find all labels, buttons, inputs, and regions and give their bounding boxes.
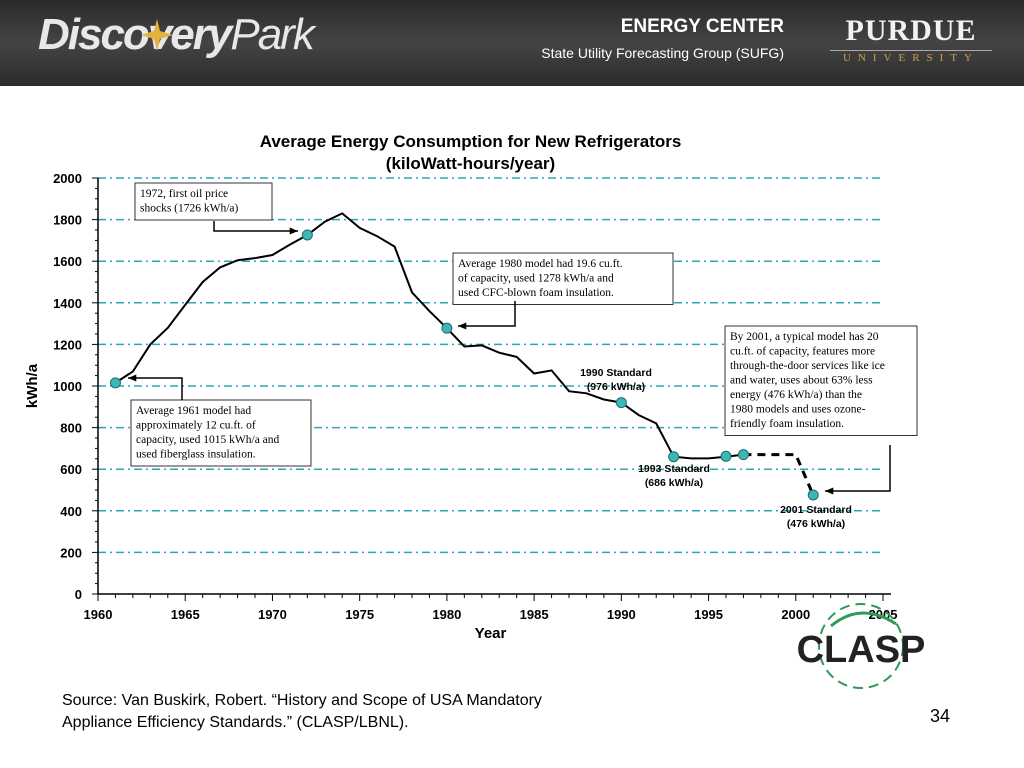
y-tick-label: 800: [60, 421, 82, 436]
annotation-1972: [134, 182, 273, 221]
annotation-1980-text: Average 1980 model had 19.6 cu.ft.: [458, 258, 623, 270]
y-axis-label: kWh/a: [24, 363, 41, 408]
chart-subtitle: (kiloWatt-hours/year): [386, 154, 555, 173]
standard-label: (976 kWh/a): [587, 381, 645, 393]
clasp-swoosh-icon: [830, 611, 897, 628]
x-tick-label: 1975: [345, 607, 374, 622]
purdue-divider: [830, 50, 992, 51]
projection-dashed-line: [743, 453, 815, 496]
standard-label: (476 kWh/a): [787, 518, 845, 530]
source-citation: Source: Van Buskirk, Robert. “History an…: [62, 690, 702, 734]
arrow-1961: [128, 377, 183, 400]
annotation-2001: [724, 325, 918, 436]
data-point-marker: [720, 450, 732, 462]
x-tick-label: 1985: [520, 607, 549, 622]
data-point-marker: [737, 449, 749, 461]
annotation-1961: [130, 399, 312, 467]
x-axis-label: Year: [475, 625, 507, 642]
annotation-2001-text: friendly foam insulation.: [730, 418, 844, 430]
data-point-marker: [109, 377, 121, 389]
consumption-series-line: [114, 212, 744, 460]
annotation-2001-text: cu.ft. of capacity, features more: [730, 346, 875, 358]
y-tick-label: 400: [60, 504, 82, 519]
header-bar: DiscoveryPark ENERGY CENTER State Utilit…: [0, 0, 1024, 86]
annotation-1980-text: of capacity, used 1278 kWh/a and: [458, 273, 614, 285]
y-tick-label: 0: [75, 587, 82, 602]
annotation-1961-text: capacity, used 1015 kWh/a and: [136, 434, 280, 446]
annotation-2001-text: By 2001, a typical model has 20: [730, 331, 879, 343]
standard-label: 1990 Standard: [580, 367, 652, 379]
purdue-university-text: UNIVERSITY: [843, 52, 979, 64]
annotation-1961-text: approximately 12 cu.ft. of: [136, 420, 256, 432]
data-point-marker: [615, 397, 627, 409]
x-tick-label: 2005: [869, 607, 898, 622]
discovery-park-logo: DiscoveryPark: [38, 10, 315, 60]
annotation-1972-text: 1972, first oil price: [140, 188, 228, 200]
data-point-marker: [441, 322, 453, 334]
clasp-logo: CLASP: [797, 603, 926, 689]
y-tick-label: 1600: [53, 254, 82, 269]
source-line-1: Source: Van Buskirk, Robert. “History an…: [62, 692, 542, 709]
x-tick-label: 1960: [84, 607, 113, 622]
annotation-2001-text: energy (476 kWh/a) than the: [730, 389, 862, 401]
y-tick-label: 600: [60, 462, 82, 477]
x-tick-label: 2000: [781, 607, 810, 622]
y-tick-label: 1400: [53, 296, 82, 311]
x-tick-label: 1990: [607, 607, 636, 622]
annotation-2001-text: 1980 models and uses ozone-: [730, 404, 866, 416]
annotation-1972-text: shocks (1726 kWh/a): [140, 203, 239, 215]
standard-label: 2001 Standard: [780, 504, 852, 516]
standard-label: 1993 Standard: [638, 463, 710, 475]
arrow-1972-head: [289, 227, 298, 235]
x-tick-label: 1980: [432, 607, 461, 622]
x-tick-label: 1970: [258, 607, 287, 622]
data-point-marker: [807, 489, 819, 501]
logo-text-main: Discovery: [38, 10, 232, 59]
data-point-marker: [668, 451, 680, 463]
page-number: 34: [930, 706, 951, 726]
purdue-logo: PURDUE UNIVERSITY: [830, 14, 992, 64]
arrow-2001-head: [825, 487, 834, 495]
annotation-2001-text: through-the-door services like ice: [730, 360, 885, 372]
standard-label: (686 kWh/a): [645, 477, 703, 489]
y-tick-label: 1000: [53, 379, 82, 394]
clasp-logo-text: CLASP: [797, 629, 926, 671]
x-tick-label: 1965: [171, 607, 200, 622]
annotation-1980: [452, 252, 674, 305]
arrow-1980-head: [458, 322, 467, 330]
data-point-marker: [301, 229, 313, 241]
arrow-1980: [458, 301, 516, 327]
energy-center-title: ENERGY CENTER: [620, 16, 784, 37]
y-tick-label: 2000: [53, 171, 82, 186]
logo-text-park: Park: [230, 10, 314, 59]
refrigerator-energy-chart: Average Energy Consumption for New Refri…: [24, 132, 918, 642]
annotation-2001-text: and water, uses about 63% less: [730, 375, 873, 387]
arrow-1961-head: [128, 374, 137, 382]
annotation-1961-text: used fiberglass insulation.: [136, 449, 256, 461]
x-tick-label: 1995: [694, 607, 723, 622]
y-tick-label: 1200: [53, 337, 82, 352]
logo-star-icon: [141, 19, 173, 51]
sufg-subtitle: State Utility Forecasting Group (SUFG): [541, 45, 784, 61]
chart-title: Average Energy Consumption for New Refri…: [260, 132, 682, 151]
source-line-2: Appliance Efficiency Standards.” (CLASP/…: [62, 714, 409, 731]
clasp-globe-icon: [818, 603, 904, 689]
arrow-1972: [213, 221, 298, 232]
purdue-wordmark: PURDUE: [845, 14, 977, 47]
y-tick-label: 200: [60, 545, 82, 560]
annotation-1980-text: used CFC-blown foam insulation.: [458, 287, 614, 299]
arrow-2001: [825, 445, 891, 492]
y-tick-label: 1800: [53, 213, 82, 228]
annotation-1961-text: Average 1961 model had: [136, 405, 251, 417]
